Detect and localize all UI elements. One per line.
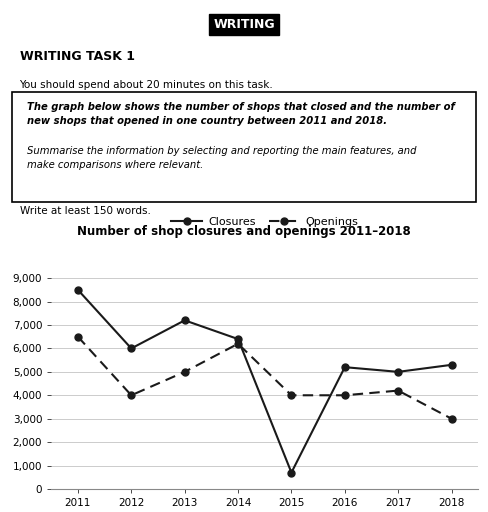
Text: You should spend about 20 minutes on this task.: You should spend about 20 minutes on thi…: [20, 80, 273, 90]
Text: Summarise the information by selecting and reporting the main features, and
make: Summarise the information by selecting a…: [27, 146, 416, 169]
Text: WRITING: WRITING: [213, 18, 275, 31]
Text: The graph below shows the number of shops that closed and the number of
new shop: The graph below shows the number of shop…: [27, 102, 455, 126]
Text: Number of shop closures and openings 2011–2018: Number of shop closures and openings 201…: [77, 225, 411, 238]
Legend: Closures, Openings: Closures, Openings: [167, 212, 363, 231]
Text: Write at least 150 words.: Write at least 150 words.: [20, 206, 150, 216]
Text: WRITING TASK 1: WRITING TASK 1: [20, 50, 135, 63]
